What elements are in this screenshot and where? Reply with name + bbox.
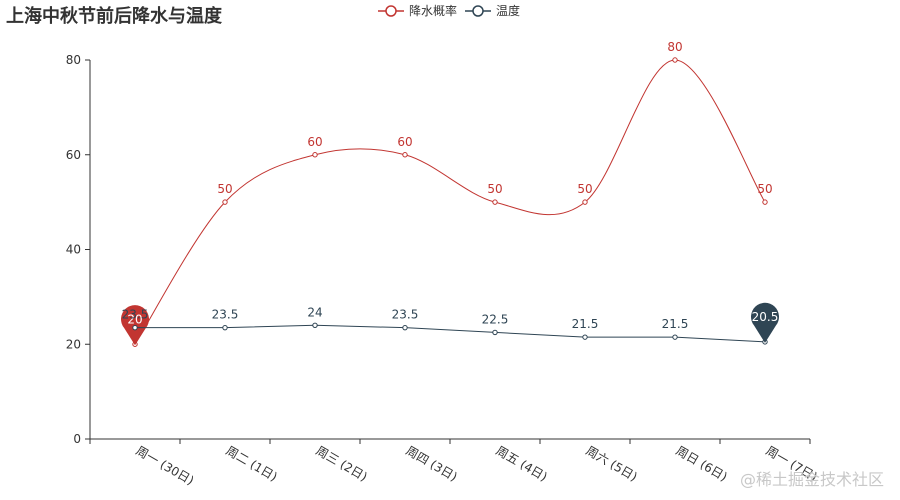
legend: 降水概率 温度 — [378, 2, 528, 19]
x-tick-label: 周五 (4日) — [494, 443, 550, 484]
x-tick-label: 周四 (3日) — [404, 443, 460, 484]
legend-label-temperature: 温度 — [496, 4, 521, 18]
data-label: 50 — [577, 182, 592, 196]
x-tick-label: 周一 (30日) — [134, 443, 197, 487]
x-tick-label: 周三 (2日) — [314, 443, 370, 484]
x-tick-label: 周二 (1日) — [224, 443, 280, 484]
data-label: 50 — [487, 182, 502, 196]
data-label: 80 — [667, 40, 682, 54]
mark-point-label: 20 — [127, 312, 142, 326]
legend-item-precipitation[interactable]: 降水概率 — [378, 2, 457, 19]
data-label: 23.5 — [122, 308, 149, 322]
legend-symbol-precipitation — [378, 4, 404, 17]
data-label: 22.5 — [482, 312, 509, 326]
y-tick-label: 20 — [66, 337, 81, 351]
data-label: 24 — [307, 305, 322, 319]
data-point — [582, 199, 588, 205]
y-tick-label: 80 — [66, 53, 81, 67]
data-point — [312, 152, 318, 158]
chart-title: 上海中秋节前后降水与温度 — [6, 6, 222, 27]
y-tick-label: 0 — [73, 432, 81, 446]
data-point — [672, 334, 678, 340]
data-point — [492, 199, 498, 205]
mark-point-label: 20.5 — [752, 310, 779, 324]
data-point — [762, 199, 768, 205]
data-point — [312, 322, 318, 328]
data-point — [672, 57, 678, 63]
data-point — [402, 152, 408, 158]
series-line-1 — [135, 324, 766, 343]
legend-item-temperature[interactable]: 温度 — [465, 2, 520, 19]
legend-symbol-temperature — [465, 4, 492, 17]
data-label: 50 — [217, 182, 232, 196]
data-point — [582, 334, 588, 340]
data-label: 60 — [307, 135, 322, 149]
mark-point-pin — [751, 302, 780, 343]
data-label: 23.5 — [212, 308, 239, 322]
data-label: 60 — [397, 135, 412, 149]
data-label: 21.5 — [572, 317, 599, 331]
data-label: 23.5 — [392, 308, 419, 322]
data-label: 21.5 — [662, 317, 689, 331]
data-point — [492, 329, 498, 336]
x-tick-label: 周日 (6日) — [674, 443, 730, 484]
series-line-0 — [134, 59, 766, 345]
watermark: @稀土掘金技术社区 — [739, 470, 884, 489]
data-label: 50 — [757, 182, 772, 196]
x-tick-label: 周六 (5日) — [584, 443, 640, 484]
y-tick-label: 40 — [66, 243, 81, 257]
data-point — [222, 199, 228, 205]
y-tick-label: 60 — [66, 148, 81, 162]
legend-label-precipitation: 降水概率 — [409, 4, 458, 18]
data-point — [132, 324, 138, 331]
data-point — [402, 324, 408, 331]
data-point — [222, 324, 228, 331]
